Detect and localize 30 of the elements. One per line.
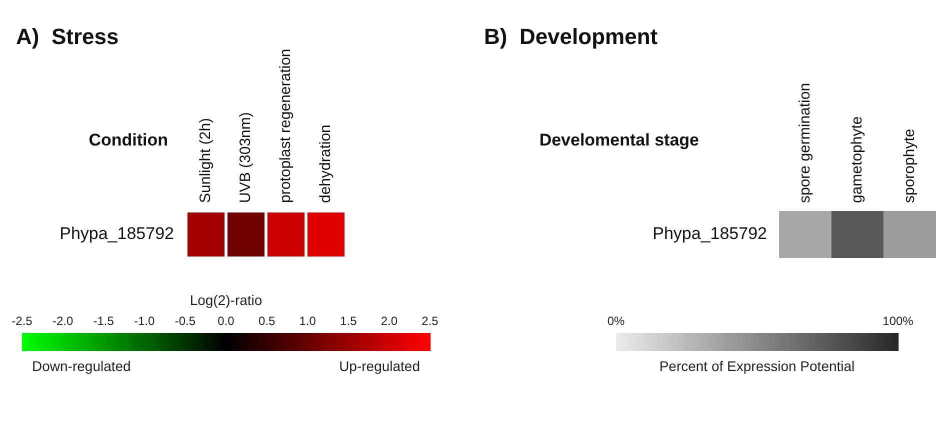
color-bar-label: -0.5: [174, 314, 196, 328]
color-bar-label: 1.5: [340, 314, 358, 328]
x-tick-label: protoplast regeneration: [277, 48, 294, 203]
color-bar-label: 2.0: [380, 314, 398, 328]
x-tick-label: Sunlight (2h): [197, 118, 214, 203]
color-bar-label: -2.5: [12, 314, 33, 328]
color-bar-label: 2.5: [422, 314, 439, 328]
color-bar-label: -1.0: [134, 314, 156, 328]
color-bar-label: -1.5: [93, 314, 114, 328]
y-tick-label: Phypa_185792: [652, 224, 767, 244]
x-tick-label: spore germination: [796, 82, 814, 203]
y-tick-label: Phypa_185792: [60, 224, 174, 244]
x-axis-title: Develomental stage: [539, 130, 699, 150]
chart-title: A) Stress: [16, 24, 119, 50]
text: Down-regulated: [32, 358, 131, 374]
color-bar-title: Log(2)-ratio: [190, 292, 262, 308]
x-tick-label: sporophyte: [900, 128, 918, 203]
color-bar-label: 100%: [882, 314, 914, 328]
x-axis-title: Condition: [88, 130, 168, 150]
x-tick-label: gametophyte: [848, 116, 866, 203]
color-bar-label: 0.0: [218, 314, 235, 328]
color-bar-label: -2.0: [52, 314, 74, 328]
color-bar-label: 1.0: [299, 314, 316, 328]
color-bar-title: Percent of Expression Potential: [659, 358, 855, 374]
x-tick-label: dehydration: [317, 124, 334, 203]
color-bar-label: 0.5: [258, 314, 276, 328]
text: Up-regulated: [339, 358, 420, 374]
color-bar-label: 0%: [607, 314, 625, 328]
x-tick-label: UVB (303nm): [237, 112, 254, 203]
text: B) Development: [484, 24, 658, 50]
